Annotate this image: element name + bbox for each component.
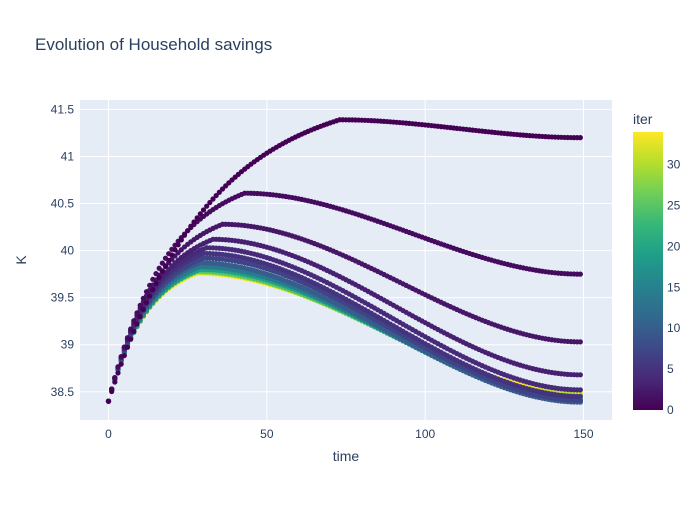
colorbar-ticks: 0 5 10 15 20 25 30 xyxy=(667,158,681,417)
data-point xyxy=(150,287,156,293)
data-point xyxy=(194,215,200,221)
data-point xyxy=(143,300,150,306)
colorbar-tick-label: 0 xyxy=(667,403,674,417)
data-point xyxy=(169,252,175,258)
data-point xyxy=(134,321,140,327)
data-point xyxy=(105,398,112,404)
plot-area xyxy=(80,100,612,420)
data-point xyxy=(577,339,583,345)
data-point xyxy=(191,219,197,225)
colorbar-tick-label: 10 xyxy=(667,321,681,335)
data-point xyxy=(188,223,194,229)
data-point xyxy=(153,280,159,286)
data-point xyxy=(147,293,153,299)
data-point xyxy=(131,328,137,335)
colorbar-tick-label: 15 xyxy=(667,280,681,294)
data-point xyxy=(137,302,143,309)
data-point xyxy=(216,189,222,195)
y-tick-label: 38.5 xyxy=(51,385,75,399)
data-point xyxy=(131,318,137,324)
colorbar-title: iter xyxy=(633,111,653,127)
data-point xyxy=(156,265,162,271)
y-tick-label: 39 xyxy=(61,338,75,352)
chart-title: Evolution of Household savings xyxy=(35,35,272,54)
data-point xyxy=(577,271,583,277)
data-point xyxy=(213,192,219,199)
data-point xyxy=(210,196,216,202)
data-point xyxy=(219,186,226,192)
data-point xyxy=(204,203,210,209)
y-tick-label: 39.5 xyxy=(51,291,75,305)
data-point xyxy=(200,207,207,213)
data-point xyxy=(121,352,127,359)
colorbar-tick-label: 25 xyxy=(667,199,681,213)
data-point xyxy=(162,263,169,269)
x-axis-label: time xyxy=(333,448,360,464)
y-axis-label: K xyxy=(13,255,29,265)
x-tick-label: 0 xyxy=(105,427,112,441)
data-point xyxy=(112,379,118,385)
grid xyxy=(80,100,612,420)
data-point xyxy=(124,344,131,350)
data-point xyxy=(577,393,583,400)
data-point xyxy=(128,336,134,342)
data-point xyxy=(140,295,146,301)
y-tick-label: 40.5 xyxy=(51,197,75,211)
data-point xyxy=(577,372,583,378)
data-point xyxy=(109,388,115,395)
data-point xyxy=(118,361,124,367)
data-point xyxy=(150,276,156,282)
x-axis-ticks: 0 50 100 150 xyxy=(105,427,594,441)
data-point xyxy=(159,268,165,275)
x-tick-label: 50 xyxy=(260,427,274,441)
y-tick-label: 40 xyxy=(61,244,75,258)
colorbar-tick-label: 20 xyxy=(667,239,681,253)
data-point xyxy=(181,232,188,238)
data-point xyxy=(207,199,213,206)
colorbar xyxy=(633,132,663,410)
data-point xyxy=(197,211,203,217)
series-iter-0 xyxy=(105,117,583,404)
data-point xyxy=(185,228,191,234)
y-tick-label: 41.5 xyxy=(51,102,75,116)
data-point xyxy=(112,375,118,381)
y-axis-ticks: 38.5 39 39.5 40 40.5 41 41.5 xyxy=(51,102,75,398)
y-tick-label: 41 xyxy=(61,149,75,163)
data-point xyxy=(143,289,150,295)
data-point xyxy=(175,242,181,248)
data-point xyxy=(577,135,583,141)
series-iter-4 xyxy=(105,245,583,404)
data-point xyxy=(153,271,159,277)
data-point xyxy=(172,247,178,253)
data-point xyxy=(178,237,184,243)
data-points xyxy=(105,117,583,405)
data-point xyxy=(115,370,121,376)
data-point xyxy=(134,310,140,316)
data-point xyxy=(156,274,162,280)
series-iter-1 xyxy=(105,190,583,404)
colorbar-tick-label: 30 xyxy=(667,158,681,172)
data-point xyxy=(577,387,583,393)
colorbar-tick-label: 5 xyxy=(667,362,674,376)
data-point xyxy=(140,306,146,313)
data-point xyxy=(137,314,143,320)
x-tick-label: 150 xyxy=(573,427,593,441)
data-point xyxy=(147,282,153,288)
x-tick-label: 100 xyxy=(415,427,435,441)
data-point xyxy=(166,257,172,263)
data-point xyxy=(577,397,583,403)
